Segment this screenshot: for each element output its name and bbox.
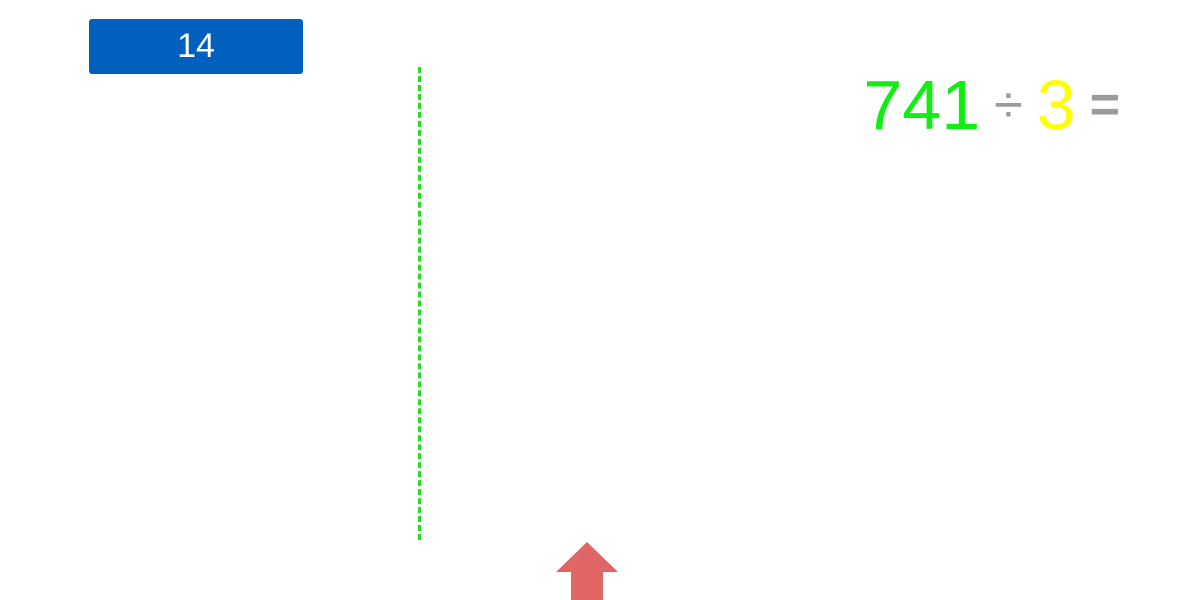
equation-dividend: 741	[863, 66, 981, 144]
equation-divisor: 3	[1036, 66, 1076, 144]
lane-divider	[418, 67, 421, 540]
divide-symbol: ÷	[994, 76, 1023, 134]
equals-symbol: =	[1089, 76, 1120, 134]
division-equation: 741 ÷ 3 =	[863, 62, 1120, 148]
up-arrow-icon[interactable]	[556, 542, 618, 600]
score-badge: 14	[89, 19, 303, 74]
